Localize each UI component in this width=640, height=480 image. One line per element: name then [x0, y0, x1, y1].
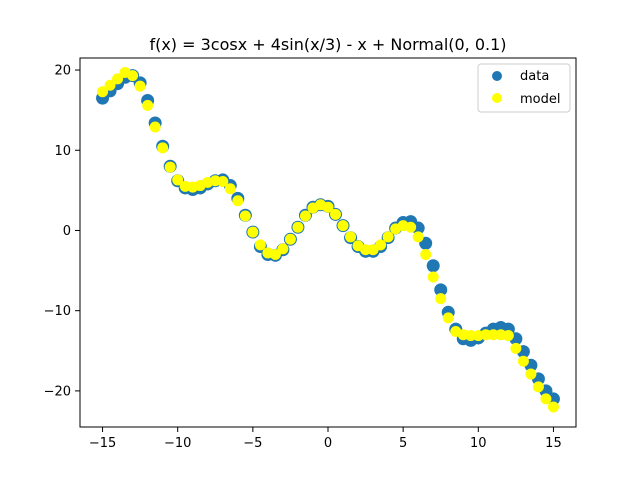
- point-model: [502, 330, 514, 342]
- x-tick-label: −10: [164, 436, 191, 451]
- legend: data model: [477, 63, 571, 113]
- point-model: [375, 239, 387, 251]
- point-model: [330, 208, 342, 220]
- point-model: [299, 210, 311, 222]
- ticks-layer: −15 −10 −5 0 5 10 15 −20 −10 0 10 20: [44, 64, 562, 451]
- point-data: [434, 283, 448, 297]
- y-tick-label: 0: [63, 224, 71, 239]
- point-model: [239, 210, 251, 222]
- point-model: [172, 174, 184, 186]
- point-model: [345, 231, 357, 243]
- point-model: [277, 243, 289, 255]
- point-model: [112, 73, 124, 85]
- x-tick-label: 0: [324, 436, 332, 451]
- point-model: [292, 221, 304, 233]
- point-model: [149, 121, 161, 133]
- legend-marker-data: [492, 71, 502, 81]
- point-model: [382, 231, 394, 243]
- point-model: [540, 393, 552, 405]
- point-model: [487, 329, 499, 341]
- legend-label-data: data: [520, 69, 549, 84]
- point-model: [420, 249, 432, 261]
- point-model: [547, 401, 559, 413]
- point-model: [517, 355, 529, 367]
- y-tick-label: −10: [44, 304, 71, 319]
- point-data: [426, 259, 440, 273]
- point-model: [269, 249, 281, 261]
- x-tick-label: −15: [89, 436, 116, 451]
- point-model: [284, 233, 296, 245]
- point-model: [232, 195, 244, 207]
- x-tick-label: 5: [399, 436, 407, 451]
- point-model: [510, 342, 522, 354]
- x-tick-label: 10: [470, 436, 487, 451]
- point-model: [427, 271, 439, 283]
- point-model: [217, 176, 229, 188]
- point-model: [97, 86, 109, 98]
- point-model: [224, 183, 236, 195]
- point-model: [337, 220, 349, 232]
- point-model: [164, 161, 176, 173]
- point-model: [442, 312, 454, 324]
- point-model: [157, 142, 169, 154]
- y-tick-label: 10: [54, 144, 71, 159]
- point-model: [412, 231, 424, 243]
- point-model: [104, 79, 116, 91]
- series-model: [97, 66, 559, 413]
- point-model: [322, 201, 334, 213]
- legend-label-model: model: [520, 92, 560, 107]
- legend-marker-model: [492, 93, 502, 103]
- y-tick-label: 20: [54, 64, 71, 79]
- plot-area: [80, 58, 576, 427]
- point-model: [247, 226, 259, 238]
- point-model: [435, 293, 447, 305]
- x-tick-label: −5: [243, 436, 262, 451]
- x-tick-label: 15: [545, 436, 562, 451]
- point-model: [525, 368, 537, 380]
- point-model: [405, 221, 417, 233]
- chart-title: f(x) = 3cosx + 4sin(x/3) - x + Normal(0,…: [149, 35, 506, 54]
- y-tick-label: −20: [44, 384, 71, 399]
- point-model: [142, 99, 154, 111]
- point-model: [127, 70, 139, 82]
- point-model: [134, 80, 146, 92]
- point-model: [532, 381, 544, 393]
- point-model: [254, 239, 266, 251]
- points-layer: [96, 66, 560, 413]
